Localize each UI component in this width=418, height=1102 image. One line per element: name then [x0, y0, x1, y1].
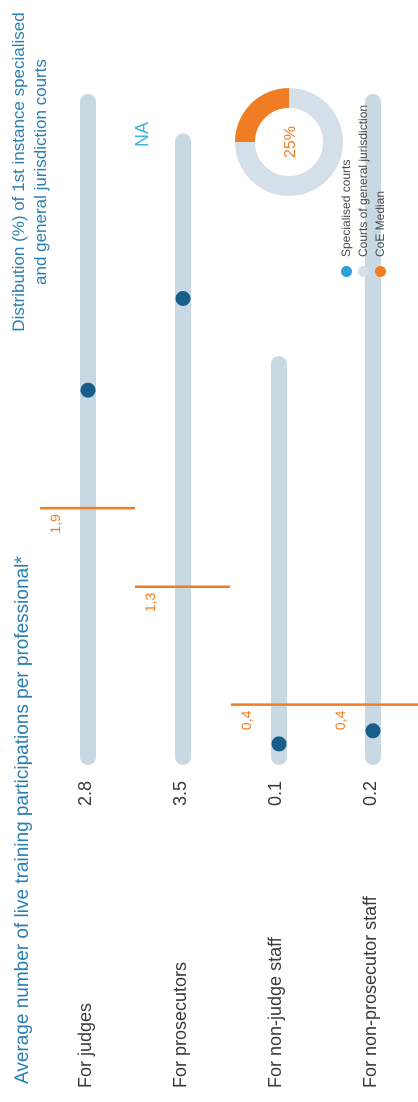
legend-swatch [357, 266, 369, 277]
legend-item-specialised: Specialised courts [339, 159, 353, 277]
legend-label: Courts of general jurisdiction [356, 104, 370, 257]
median-label-prosecutors: 1,3 [142, 592, 158, 612]
value-dot-non-judge-staff [271, 736, 287, 752]
median-label-non-prosecutor-staff: 0,4 [332, 710, 348, 730]
legend-item-coe-median: CoE Median [373, 190, 387, 277]
value-dot-prosecutors [175, 291, 191, 306]
value-dot-judges [80, 382, 96, 398]
median-label-judges: 1,9 [47, 514, 63, 534]
legend-item-general: Courts of general jurisdiction [356, 104, 370, 277]
donut-center-label: 25% [282, 126, 299, 158]
donut-slice-courts-of-general-jurisdiction [235, 88, 343, 196]
legend-label: CoE Median [373, 190, 387, 257]
value-dot-non-prosecutor-staff [365, 723, 381, 739]
median-label-non-judge-staff: 0,4 [238, 710, 254, 730]
donut-na-label: NA [132, 121, 152, 147]
legend-swatch [340, 266, 352, 277]
legend-label: Specialised courts [339, 159, 353, 257]
legend-swatch [374, 266, 386, 277]
donut-title: Distribution (%) of 1st instance special… [9, 12, 50, 332]
